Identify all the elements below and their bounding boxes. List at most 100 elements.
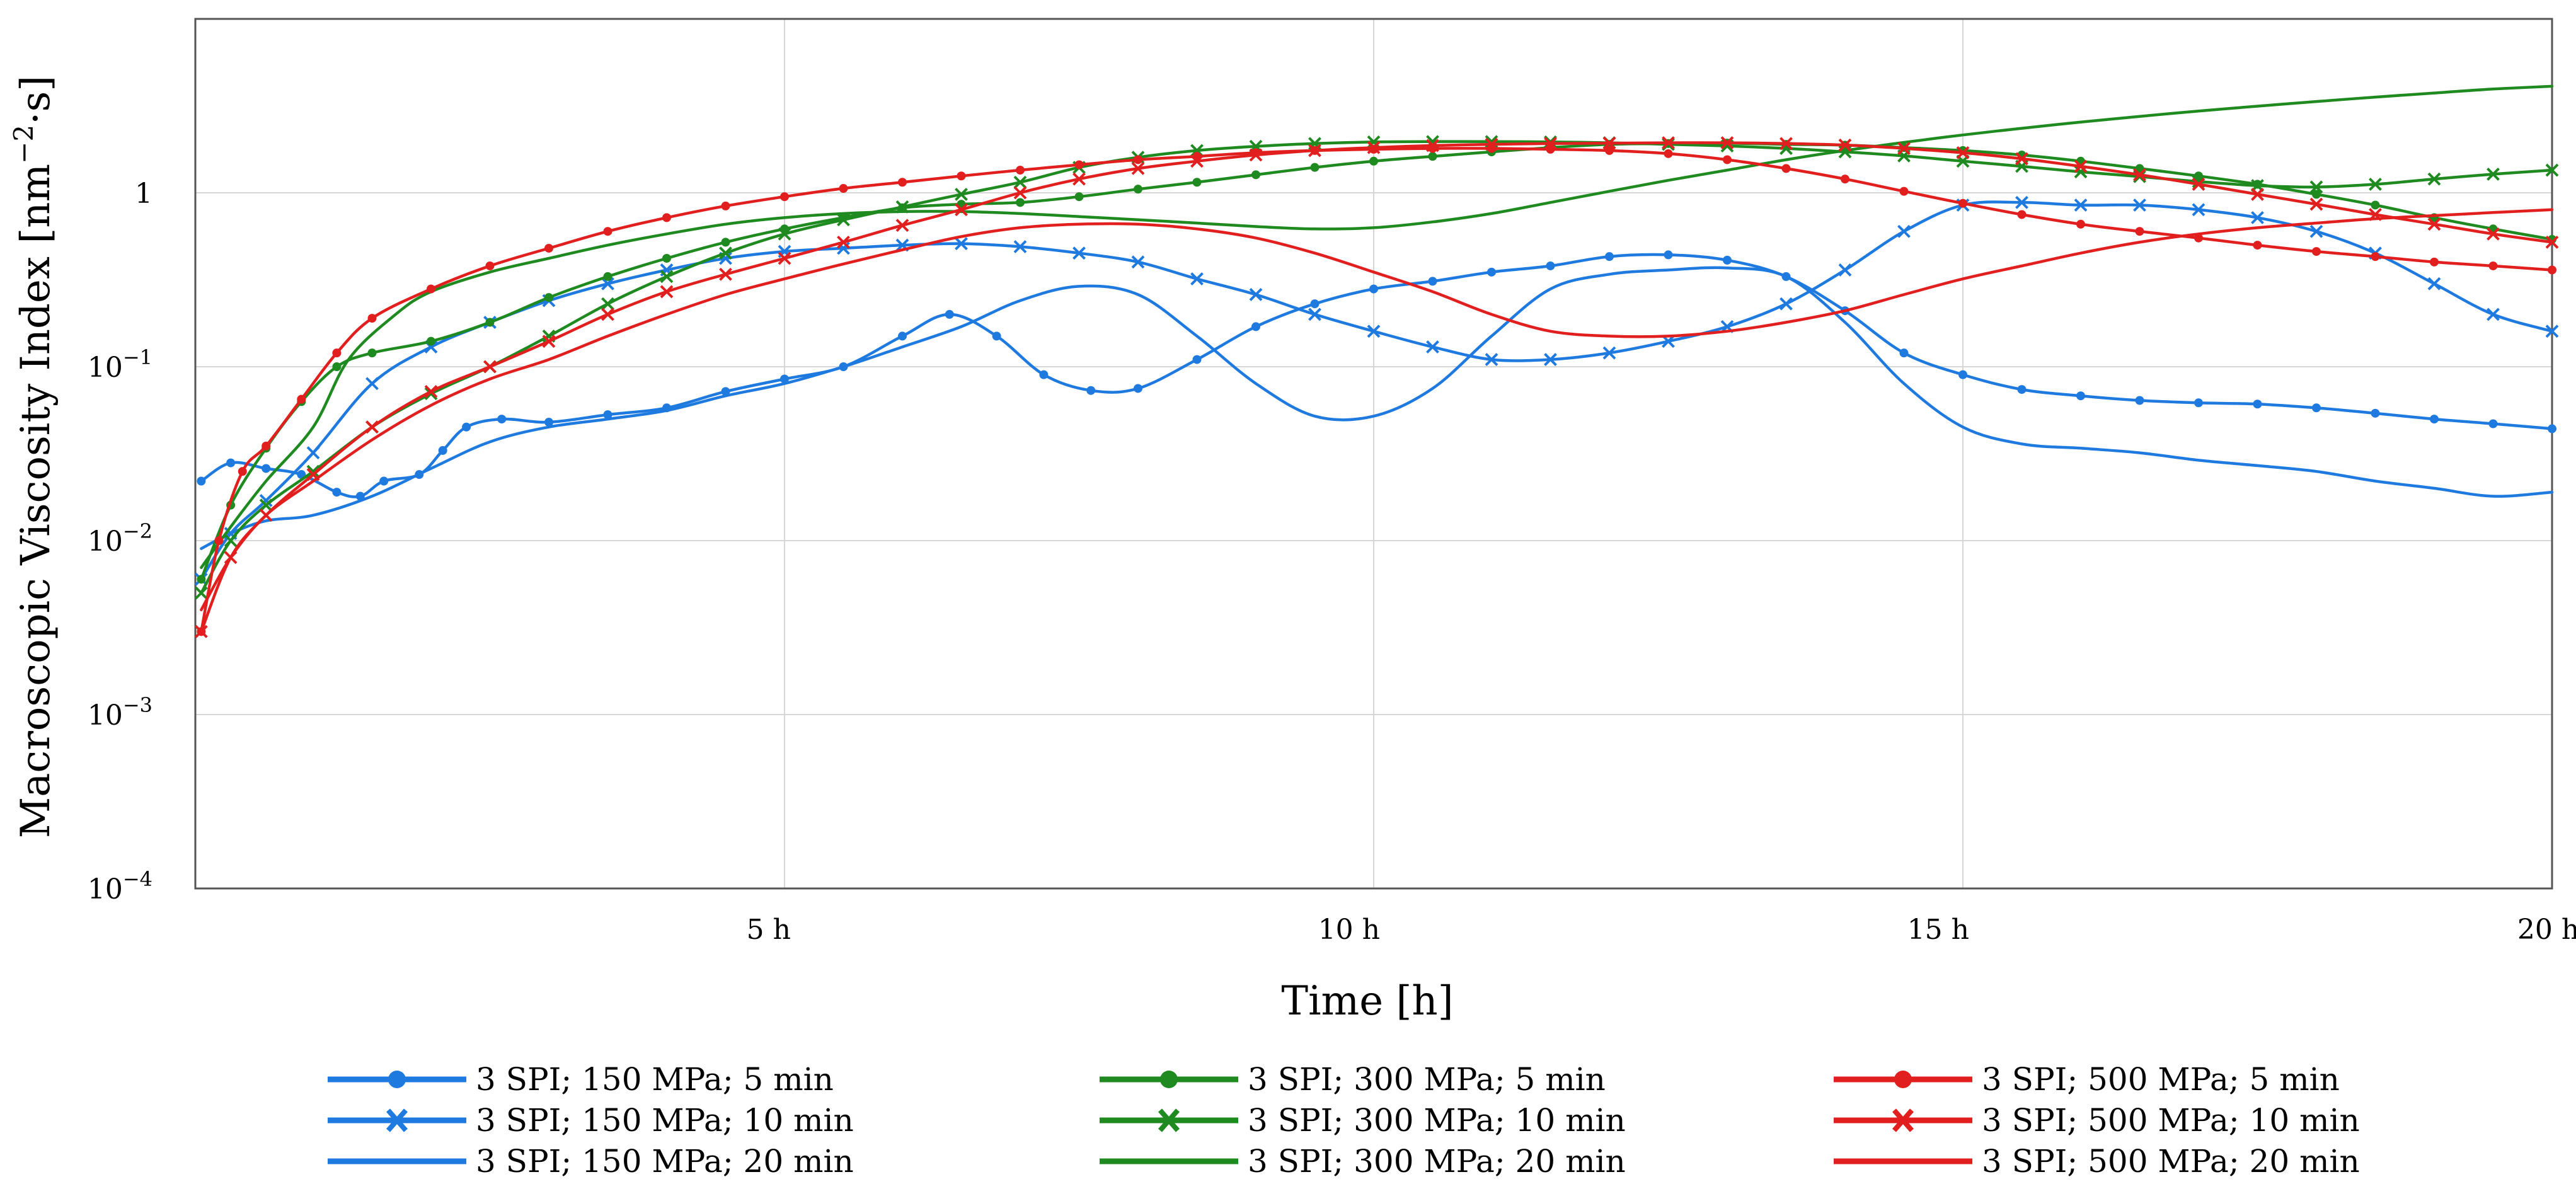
data-point bbox=[1544, 353, 1557, 366]
legend-label: 3 SPI; 300 MPa; 20 min bbox=[1248, 1143, 1626, 1180]
data-point bbox=[1485, 353, 1498, 366]
series-line bbox=[200, 266, 2554, 550]
data-point bbox=[297, 394, 306, 404]
y-axis-title-main: Macroscopic Viscosity Index [nm bbox=[13, 164, 59, 838]
data-point bbox=[601, 297, 614, 311]
data-point bbox=[1074, 160, 1084, 170]
data-point bbox=[194, 624, 208, 638]
data-point bbox=[483, 360, 497, 374]
data-point bbox=[2251, 188, 2264, 201]
legend-item: 3 SPI; 500 MPa; 10 min bbox=[1834, 1102, 2360, 1139]
data-point bbox=[194, 586, 208, 600]
data-point bbox=[238, 467, 247, 476]
data-point bbox=[1485, 137, 1498, 151]
data-point bbox=[462, 422, 471, 432]
data-point bbox=[2545, 163, 2559, 177]
data-point bbox=[780, 192, 789, 202]
data-point bbox=[1838, 138, 1852, 152]
legend-label: 3 SPI; 500 MPa; 20 min bbox=[1982, 1143, 2360, 1180]
data-point bbox=[2135, 164, 2144, 173]
legend-label: 3 SPI; 300 MPa; 10 min bbox=[1248, 1102, 1626, 1139]
data-point bbox=[660, 270, 674, 284]
data-point bbox=[2427, 217, 2441, 231]
data-point bbox=[2253, 241, 2262, 250]
data-point bbox=[2253, 399, 2262, 409]
data-point bbox=[259, 493, 273, 507]
data-point bbox=[1723, 255, 1732, 265]
data-point bbox=[1190, 272, 1204, 285]
data-point bbox=[1723, 155, 1732, 164]
y-tick-base: 10 bbox=[88, 699, 123, 732]
data-point bbox=[1134, 384, 1142, 393]
data-point bbox=[332, 348, 342, 358]
data-point bbox=[1134, 185, 1142, 194]
data-point bbox=[898, 178, 907, 187]
data-point bbox=[839, 184, 848, 193]
data-point bbox=[2371, 200, 2380, 210]
data-point bbox=[544, 417, 553, 427]
data-point bbox=[1192, 355, 1202, 364]
data-point bbox=[2194, 233, 2203, 243]
data-point bbox=[2545, 325, 2559, 338]
data-point bbox=[542, 335, 556, 348]
data-point bbox=[1074, 192, 1084, 202]
series-1 bbox=[197, 250, 2556, 501]
data-point bbox=[2074, 159, 2088, 173]
y-tick-exponent: −3 bbox=[123, 693, 152, 717]
data-point bbox=[1369, 156, 1378, 166]
series-9 bbox=[200, 208, 2554, 612]
data-point bbox=[1838, 263, 1852, 277]
x-axis-title: Time [h] bbox=[1281, 978, 1453, 1025]
data-point bbox=[365, 377, 379, 391]
data-point bbox=[2135, 227, 2144, 236]
y-tick-base: 10 bbox=[88, 873, 123, 905]
legend-marker bbox=[1160, 1071, 1178, 1088]
legend-item: 3 SPI; 150 MPa; 20 min bbox=[328, 1143, 854, 1180]
data-point bbox=[895, 219, 909, 233]
data-point bbox=[1780, 297, 1793, 311]
data-point bbox=[2015, 152, 2028, 166]
data-point bbox=[1662, 136, 1675, 149]
x-tick-label: 20 h bbox=[2517, 914, 2576, 946]
data-point bbox=[2192, 178, 2205, 191]
legend-label: 3 SPI; 300 MPa; 5 min bbox=[1248, 1061, 1606, 1098]
data-point bbox=[1544, 137, 1557, 151]
data-point bbox=[1428, 152, 1437, 161]
data-point bbox=[1367, 325, 1381, 338]
series-line bbox=[200, 84, 2554, 570]
series-8 bbox=[194, 136, 2559, 638]
data-point bbox=[1958, 370, 1967, 379]
data-point bbox=[2487, 227, 2500, 241]
data-point bbox=[837, 235, 850, 249]
legend-label: 3 SPI; 150 MPa; 5 min bbox=[476, 1061, 834, 1098]
data-point bbox=[778, 227, 791, 241]
data-point bbox=[1780, 137, 1793, 151]
data-point bbox=[662, 213, 671, 222]
data-point bbox=[438, 445, 447, 455]
y-tick-base: 1 bbox=[135, 178, 152, 210]
data-point bbox=[1664, 149, 1673, 158]
data-point bbox=[1072, 246, 1086, 260]
legend-marker bbox=[1158, 1108, 1180, 1132]
data-point bbox=[2017, 385, 2027, 394]
data-point bbox=[497, 415, 507, 424]
data-point bbox=[721, 238, 730, 247]
data-point bbox=[601, 277, 614, 290]
data-point bbox=[955, 237, 968, 251]
data-point bbox=[1546, 261, 1555, 270]
legend-label: 3 SPI; 150 MPa; 20 min bbox=[476, 1143, 854, 1180]
y-tick-exponent: −2 bbox=[123, 519, 152, 543]
plot-frame bbox=[194, 18, 2553, 890]
data-point bbox=[1369, 284, 1378, 294]
series-2 bbox=[194, 195, 2559, 586]
data-point bbox=[1131, 161, 1145, 175]
data-point bbox=[2488, 419, 2498, 428]
legend-item: 3 SPI; 300 MPa; 5 min bbox=[1100, 1061, 1606, 1098]
data-point bbox=[2548, 265, 2556, 275]
data-point bbox=[2487, 167, 2500, 181]
data-point bbox=[2430, 415, 2439, 424]
y-axis-title: Macroscopic Viscosity Index [nm−2·s] bbox=[8, 76, 59, 839]
data-point bbox=[1781, 164, 1791, 173]
y-axis-title-tail: ·s] bbox=[13, 76, 59, 125]
